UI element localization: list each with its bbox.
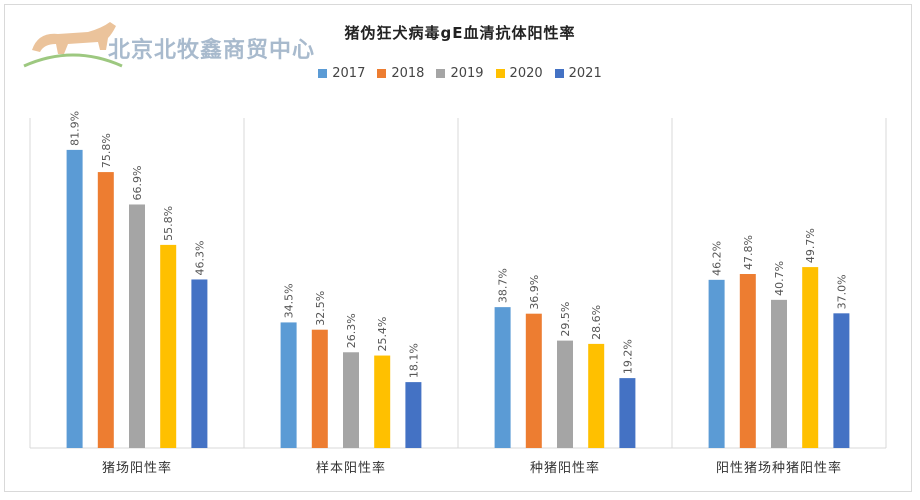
legend-label: 2020 (509, 66, 543, 81)
data-label: 37.0% (835, 274, 848, 309)
legend-item-2017: 2017 (318, 66, 365, 81)
data-label: 28.6% (590, 305, 603, 340)
data-label: 46.2% (711, 241, 724, 276)
bar-2018-1 (311, 329, 328, 448)
legend-item-2021: 2021 (554, 66, 602, 81)
data-label: 38.7% (497, 268, 510, 303)
category-label: 阳性猪场种猪阳性率 (716, 460, 842, 476)
bar-2020-2 (588, 343, 605, 448)
chart-title: 猪伪狂犬病毒gE血清抗体阳性率 (344, 24, 576, 42)
legend-swatch (318, 69, 328, 78)
bar-2019-3 (771, 299, 787, 448)
data-label: 40.7% (773, 261, 786, 296)
legend-item-2018: 2018 (377, 66, 424, 81)
bar-2021-2 (619, 378, 636, 448)
data-label: 75.8% (100, 133, 113, 168)
bar-2021-1 (405, 382, 422, 448)
category-label: 猪场阳性率 (102, 460, 172, 476)
data-label: 49.7% (804, 228, 817, 263)
bar-2019-0 (129, 204, 145, 448)
chart-legend: 2017 2018 2019 2020 2021 (0, 66, 920, 81)
bar-2017-3 (708, 279, 725, 448)
legend-label: 2019 (450, 66, 484, 81)
data-label: 34.5% (283, 283, 296, 318)
data-label: 26.3% (345, 313, 358, 348)
bar-2021-3 (833, 313, 850, 448)
bar-2020-1 (374, 355, 391, 448)
legend-swatch (495, 69, 505, 78)
category-label: 种猪阳性率 (530, 460, 600, 476)
legend-swatch (377, 69, 387, 78)
bar-2020-3 (802, 267, 819, 448)
bar-2018-2 (525, 313, 542, 448)
legend-label: 2018 (391, 66, 425, 81)
category-label: 样本阳性率 (316, 460, 386, 476)
legend-label: 2017 (332, 66, 366, 81)
bar-2019-2 (557, 340, 573, 448)
data-label: 19.2% (621, 339, 634, 374)
data-label: 47.8% (742, 235, 755, 270)
data-label: 81.9% (69, 111, 82, 146)
legend-label: 2021 (568, 66, 602, 81)
watermark-text: 北京北牧鑫商贸中心 (108, 38, 316, 63)
data-label: 18.1% (407, 343, 420, 378)
data-label: 46.3% (193, 241, 206, 276)
bar-2021-0 (191, 279, 208, 448)
bar-2017-0 (66, 149, 83, 448)
logo-cattle-icon (23, 22, 123, 68)
bar-2020-0 (160, 244, 177, 448)
legend-swatch (436, 69, 446, 78)
data-label: 66.9% (131, 166, 144, 201)
data-label: 55.8% (162, 206, 175, 241)
legend-item-2020: 2020 (495, 66, 543, 81)
data-label: 29.5% (559, 302, 572, 337)
data-label: 36.9% (528, 275, 541, 310)
legend-item-2019: 2019 (436, 66, 484, 81)
bar-2017-2 (494, 307, 511, 448)
legend-swatch (554, 69, 564, 78)
bar-2019-1 (343, 352, 359, 448)
data-label: 32.5% (314, 291, 327, 326)
bar-2018-3 (739, 274, 756, 448)
bar-2017-1 (280, 322, 297, 448)
bar-2018-0 (97, 172, 114, 448)
data-label: 25.4% (376, 317, 389, 352)
